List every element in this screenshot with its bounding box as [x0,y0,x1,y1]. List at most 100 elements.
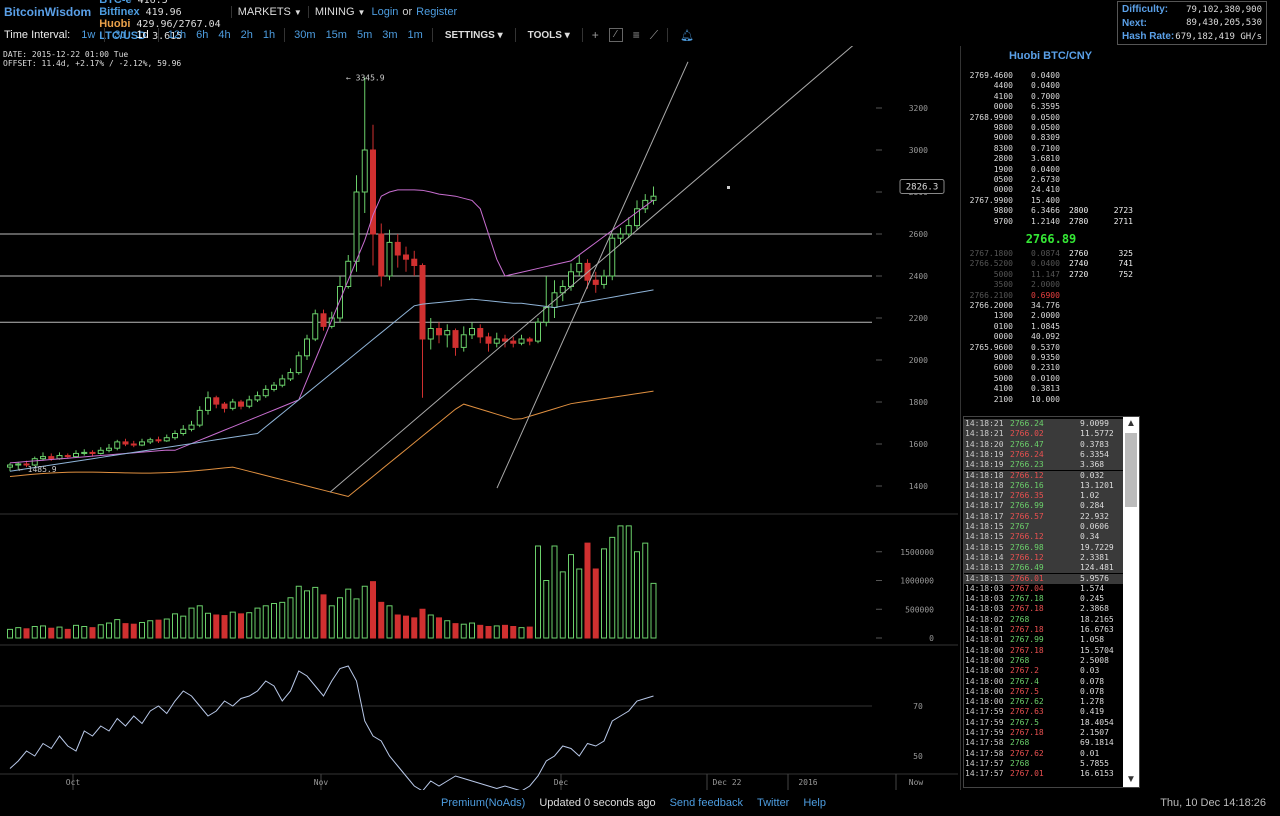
hline-tool-icon[interactable]: ≡ [632,28,640,42]
markets-menu[interactable]: MARKETS ▼ [230,6,308,18]
interval-5m[interactable]: 5m [356,29,373,41]
volume-bar [180,615,187,639]
interval-15m[interactable]: 15m [325,29,347,41]
price-chart[interactable]: 3200300028002600240022002000180016001400… [0,46,958,790]
interval-1h[interactable]: 1h [262,29,276,41]
volume-bar [15,627,22,639]
candle-body [601,275,607,285]
market-ticker[interactable]: LTC/USD 3.615 [99,30,220,42]
interval-1d[interactable]: 1d [136,29,149,41]
recent-trades[interactable]: 14:18:21 2766.24 9.0099 14:18:21 2766.02 11.5… [963,416,1140,788]
amount: 34.776 [1031,301,1060,310]
candle-body [81,451,88,454]
trade-amount: 1.02 [1080,491,1100,501]
twitter-link[interactable]: Twitter [756,797,790,809]
trade-price: 2766.57 [1010,511,1044,521]
market-name[interactable]: Huobi [99,18,131,30]
ask-row: 0500 2.6730 [961,175,1141,185]
trade-price: 2767.5 [1010,686,1039,696]
market-ticker[interactable]: Huobi 429.96/2767.04 [99,18,220,30]
trade-price: 2767.18 [1010,728,1044,737]
interval-1m[interactable]: 1m [407,29,423,41]
feedback-link[interactable]: Send feedback [669,797,743,809]
candle-body [411,258,418,266]
amount: 6.3595 [1031,102,1060,112]
candle-body [634,208,640,227]
interval-30m[interactable]: 30m [294,29,316,41]
trade-row: 14:17:59 2767.63 0.419 [964,707,1124,717]
trend-line[interactable] [329,46,856,493]
trade-amount: 13.1201 [1080,480,1114,490]
trend-line[interactable] [496,61,689,489]
trades-scrollbar[interactable]: ▲ ▼ [1123,417,1139,787]
line-tool-icon[interactable]: ⁄ [608,28,623,42]
trade-price: 2767.04 [1010,583,1044,593]
network-stats: Difficulty: 79,102,380,900 Next: 89,430,20… [1117,1,1267,45]
login-link[interactable]: Login [371,6,399,18]
interval-6h[interactable]: 6h [196,29,209,41]
divider [284,28,286,42]
volume-bar [31,626,38,639]
trade-row: 14:18:15 2766.98 19.7229 [964,542,1124,553]
volume-bar [568,554,574,639]
ask-row: 0000 6.3595 [961,102,1141,112]
mining-menu[interactable]: MINING ▼ [307,6,372,18]
price: 9000 [993,133,1013,143]
trade-row: 14:18:15 2766.12 0.34 [964,532,1124,543]
price-tick-label: 2200 [909,314,928,323]
price-tick-label: 1400 [909,482,928,491]
fib-tool-icon[interactable]: ⟋ [649,27,659,42]
price: 3500 [993,280,1013,290]
trade-price: 2767.01 [1010,769,1044,779]
market-name[interactable]: BTC-e [99,0,132,6]
interval-3m[interactable]: 3m [382,29,398,41]
register-link[interactable]: Register [416,6,458,18]
interval-4h[interactable]: 4h [218,29,231,41]
candle-body [271,384,277,390]
depth-price: 2740 [1069,259,1089,269]
candle-body [147,439,154,443]
interval-1w[interactable]: 1w [81,29,96,41]
candle-body [295,355,302,374]
market-ticker[interactable]: Bitfinex 419.96 [99,6,220,18]
market-name[interactable]: Bitfinex [99,6,140,18]
interval-12h[interactable]: 12h [167,29,187,41]
high-annotation: ← 3345.9 [346,73,385,82]
market-ticker[interactable]: BTC-e 416.5 [99,0,220,6]
trade-time: 14:18:00 [965,655,1004,665]
volume-bar [485,626,492,639]
crosshair-icon[interactable]: + [591,28,599,42]
interval-2h[interactable]: 2h [240,29,253,41]
price: 9800 [993,123,1013,132]
trade-time: 14:18:00 [965,697,1004,707]
bid-row: 2766.2100 0.6900 [961,291,1141,301]
volume-bar [559,571,566,639]
trade-price: 2768 [1010,738,1030,748]
trade-price: 2768 [1010,655,1030,665]
volume-bar [229,611,236,639]
volume-bar [361,585,368,639]
scroll-up-icon[interactable]: ▲ [1126,418,1136,429]
trade-amount: 18.2165 [1080,614,1114,624]
bell-icon[interactable]: 🔔︎ [680,29,695,42]
x-tick-label: Now [909,778,924,787]
scroll-down-icon[interactable]: ▼ [1126,774,1136,785]
candle-body [328,317,335,327]
ask-row: 2769.4600 0.0400 [961,71,1141,81]
market-name[interactable]: LTC/USD [99,30,147,42]
settings-menu[interactable]: SETTINGS ▾ [444,29,503,41]
ask-row: 9800 6.3466 2800 2723 [961,206,1141,216]
site-logo[interactable]: BitcoinWisdom [4,5,92,19]
interval-3d[interactable]: 3d [114,29,127,41]
trade-amount: 1.574 [1080,583,1105,593]
volume-bar [469,622,475,639]
tools-menu[interactable]: TOOLS ▾ [527,29,570,41]
scroll-thumb[interactable] [1125,433,1137,507]
hashrate-label: Hash Rate: [1122,31,1175,43]
premium-link[interactable]: Premium(NoAds) [441,797,526,809]
candle-body [48,456,55,460]
volume-bar [510,626,517,639]
help-link[interactable]: Help [803,797,826,809]
interval-label: Time Interval: [4,29,71,41]
volume-bar [576,568,583,639]
